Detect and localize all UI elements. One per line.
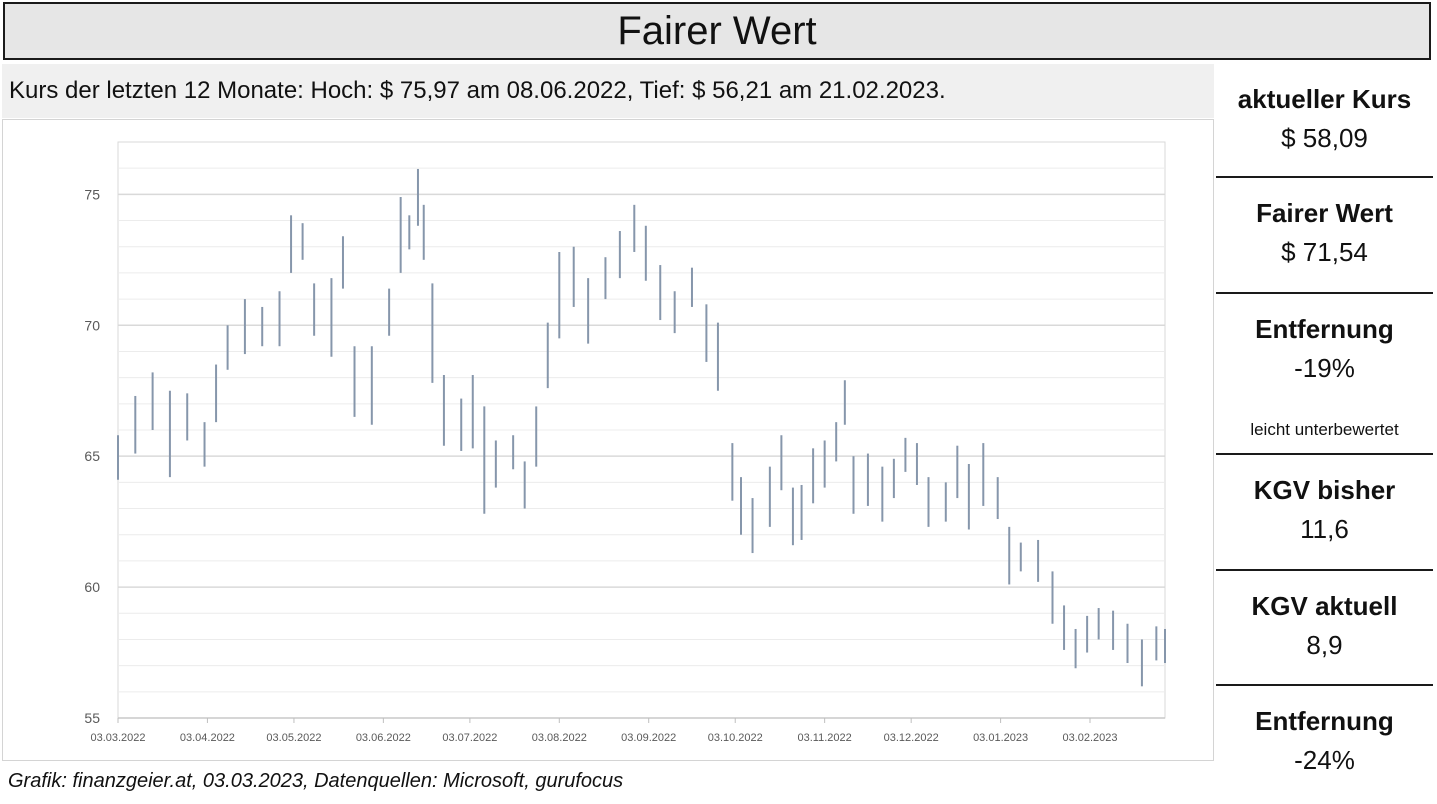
x-tick-label: 03.10.2022 [708, 732, 763, 744]
panel-divider [1216, 453, 1433, 455]
distance-pe-value: -24% [1294, 745, 1355, 775]
fair-value-label: Fairer Wert [1256, 198, 1393, 228]
pe-current-card: KGV aktuell 8,9 [1216, 591, 1433, 661]
valuation-note: leicht unterbewertet [1250, 420, 1399, 439]
x-tick-label: 03.06.2022 [356, 732, 411, 744]
panel-divider [1216, 292, 1433, 294]
x-tick-label: 03.09.2022 [621, 732, 676, 744]
price-range-summary: Kurs der letzten 12 Monate: Hoch: $ 75,9… [2, 64, 1214, 118]
price-chart: 55 60 65 70 75 03.03.2022 03.04.2022 03.05.2022… [84, 141, 1166, 744]
x-tick-label: 03.01.2023 [973, 732, 1028, 744]
distance-label: Entfernung [1255, 314, 1394, 344]
panel-divider [1216, 569, 1433, 571]
x-tick-label: 03.08.2022 [532, 732, 587, 744]
distance-pe-label: Entfernung [1255, 706, 1394, 736]
source-footer: Grafik: finanzgeier.at, 03.03.2023, Date… [8, 770, 624, 792]
x-tick-label: 03.05.2022 [266, 732, 321, 744]
pe-current-value: 8,9 [1306, 630, 1343, 660]
x-tick-label: 03.12.2022 [884, 732, 939, 744]
panel-divider [1216, 684, 1433, 686]
title-bar: Fairer Wert [3, 2, 1431, 60]
y-tick-label: 55 [84, 710, 100, 726]
x-tick-label: 03.02.2023 [1062, 732, 1117, 744]
chart-container: 55 60 65 70 75 03.03.2022 03.04.2022 03.05.2022… [2, 119, 1214, 761]
current-price-value: $ 58,09 [1281, 123, 1368, 153]
x-tick-label: 03.03.2022 [90, 732, 145, 744]
distance-value: -19% [1294, 353, 1355, 383]
x-tick-label: 03.11.2022 [798, 732, 852, 744]
y-tick-label: 70 [84, 317, 100, 333]
fair-value-value: $ 71,54 [1281, 237, 1368, 267]
x-tick-label: 03.07.2022 [442, 732, 497, 744]
current-price-label: aktueller Kurs [1237, 84, 1412, 114]
y-tick-label: 75 [84, 186, 100, 202]
current-price-card: aktueller Kurs $ 58,09 [1216, 84, 1433, 154]
panel-divider [1216, 176, 1433, 178]
distance-pe-card: Entfernung -24% [1216, 706, 1433, 776]
distance-card: Entfernung -19% [1216, 314, 1433, 384]
x-tick-label: 03.04.2022 [180, 732, 235, 744]
pe-past-value: 11,6 [1300, 514, 1349, 544]
page-title: Fairer Wert [617, 8, 817, 53]
pe-current-label: KGV aktuell [1251, 591, 1398, 621]
fair-value-card: Fairer Wert $ 71,54 [1216, 198, 1433, 268]
y-tick-label: 60 [84, 579, 100, 595]
y-tick-label: 65 [84, 448, 100, 464]
pe-past-card: KGV bisher 11,6 [1216, 475, 1433, 545]
pe-past-label: KGV bisher [1253, 475, 1396, 505]
